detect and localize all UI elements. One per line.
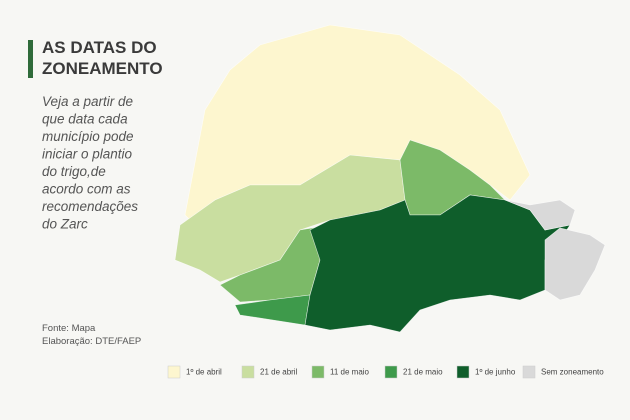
- description: que data cada: [42, 112, 128, 127]
- title-bar: [28, 40, 33, 78]
- description: município pode: [42, 129, 134, 144]
- legend-label: 11 de maio: [330, 368, 370, 377]
- legend-label: 1º de abril: [186, 368, 222, 377]
- zone-region: [504, 199, 576, 231]
- legend-swatch: [311, 365, 325, 379]
- title: AS DATAS DO: [42, 38, 157, 57]
- legend-label: Sem zoneamento: [541, 368, 604, 377]
- map: [174, 24, 606, 333]
- description: do Zarc: [42, 217, 88, 232]
- legend-swatch: [384, 365, 398, 379]
- source: Fonte: Mapa: [42, 323, 96, 334]
- description: iniciar o plantio: [42, 147, 133, 162]
- zone-region: [544, 227, 606, 301]
- legend-swatch: [241, 365, 255, 379]
- description: Veja a partir de: [42, 94, 133, 109]
- legend-label: 1º de junho: [475, 368, 516, 377]
- description: recomendações: [42, 199, 138, 214]
- title: ZONEAMENTO: [42, 59, 163, 78]
- legend: 1º de abril 21 de abril 11 de maio 21 de ma…: [167, 365, 604, 379]
- description: do trigo,de: [42, 164, 106, 179]
- legend-swatch: [522, 365, 536, 379]
- legend-swatch: [456, 365, 470, 379]
- source: Elaboração: DTE/FAEP: [42, 336, 141, 347]
- legend-label: 21 de maio: [403, 368, 443, 377]
- legend-label: 21 de abril: [260, 368, 298, 377]
- description: acordo com as: [42, 182, 131, 197]
- legend-swatch: [167, 365, 181, 379]
